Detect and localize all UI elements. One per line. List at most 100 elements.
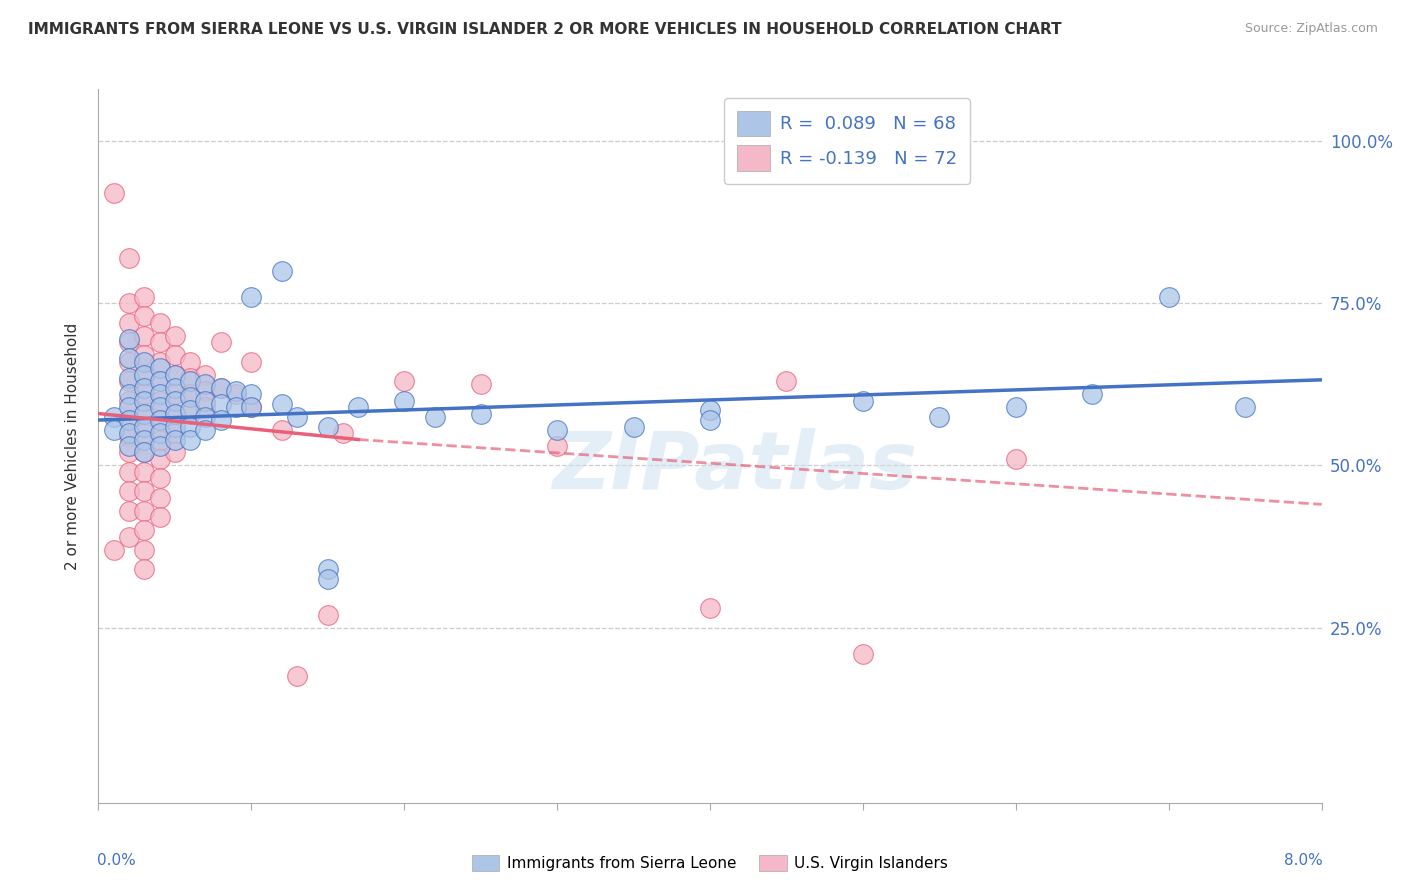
Point	[270, 397, 294, 411]
Point	[179, 433, 201, 447]
Point	[194, 384, 217, 398]
Point	[134, 407, 156, 421]
Point	[209, 413, 232, 427]
Point	[423, 409, 446, 424]
Point	[163, 407, 186, 421]
Text: 8.0%: 8.0%	[1284, 853, 1323, 868]
Point	[118, 413, 141, 427]
Point	[149, 413, 172, 427]
Point	[134, 290, 156, 304]
Point	[179, 374, 201, 388]
Point	[163, 425, 186, 440]
Point	[163, 419, 186, 434]
Point	[928, 409, 950, 424]
Point	[149, 387, 172, 401]
Point	[134, 310, 156, 324]
Point	[149, 393, 172, 408]
Point	[163, 328, 186, 343]
Point	[179, 407, 201, 421]
Point	[316, 562, 339, 576]
Point	[118, 335, 141, 350]
Point	[1081, 387, 1104, 401]
Point	[270, 264, 294, 278]
Point	[149, 439, 172, 453]
Point	[163, 433, 186, 447]
Point	[149, 354, 172, 368]
Point	[470, 407, 492, 421]
Point	[163, 368, 186, 382]
Point	[134, 354, 156, 368]
Point	[852, 393, 875, 408]
Point	[134, 562, 156, 576]
Text: Source: ZipAtlas.com: Source: ZipAtlas.com	[1244, 22, 1378, 36]
Point	[134, 368, 156, 382]
Point	[134, 524, 156, 538]
Point	[134, 425, 156, 440]
Point	[134, 387, 156, 401]
Point	[118, 400, 141, 414]
Point	[240, 400, 263, 414]
Point	[118, 387, 141, 401]
Point	[240, 387, 263, 401]
Point	[134, 419, 156, 434]
Point	[118, 316, 141, 330]
Point	[623, 419, 645, 434]
Point	[103, 186, 125, 200]
Point	[134, 393, 156, 408]
Point	[134, 542, 156, 557]
Point	[118, 425, 141, 440]
Point	[179, 354, 201, 368]
Point	[134, 504, 156, 518]
Point	[149, 491, 172, 505]
Point	[546, 423, 568, 437]
Point	[134, 484, 156, 499]
Point	[347, 400, 370, 414]
Point	[285, 669, 308, 683]
Text: ZIPatlas: ZIPatlas	[553, 428, 917, 507]
Point	[149, 452, 172, 467]
Point	[118, 484, 141, 499]
Point	[149, 361, 172, 376]
Point	[118, 296, 141, 310]
Point	[134, 407, 156, 421]
Point	[316, 572, 339, 586]
Point	[118, 354, 141, 368]
Point	[118, 393, 141, 408]
Point	[118, 504, 141, 518]
Point	[149, 425, 172, 440]
Point	[1157, 290, 1180, 304]
Point	[194, 409, 217, 424]
Point	[103, 409, 125, 424]
Point	[134, 445, 156, 459]
Point	[134, 433, 156, 447]
Point	[118, 371, 141, 385]
Point	[209, 335, 232, 350]
Point	[699, 601, 721, 615]
Point	[163, 348, 186, 362]
Point	[134, 445, 156, 459]
Point	[316, 419, 339, 434]
Point	[149, 374, 172, 388]
Point	[163, 445, 186, 459]
Point	[134, 381, 156, 395]
Point	[134, 368, 156, 382]
Point	[194, 377, 217, 392]
Point	[240, 354, 263, 368]
Point	[546, 439, 568, 453]
Point	[194, 400, 217, 414]
Point	[1234, 400, 1257, 414]
Point	[225, 400, 247, 414]
Point	[209, 381, 232, 395]
Point	[118, 251, 141, 265]
Point	[149, 413, 172, 427]
Point	[775, 374, 797, 388]
Point	[194, 368, 217, 382]
Text: 0.0%: 0.0%	[97, 853, 136, 868]
Point	[225, 384, 247, 398]
Point	[194, 423, 217, 437]
Point	[179, 419, 201, 434]
Point	[163, 381, 186, 395]
Legend: Immigrants from Sierra Leone, U.S. Virgin Islanders: Immigrants from Sierra Leone, U.S. Virgi…	[465, 849, 955, 877]
Point	[149, 471, 172, 485]
Point	[270, 423, 294, 437]
